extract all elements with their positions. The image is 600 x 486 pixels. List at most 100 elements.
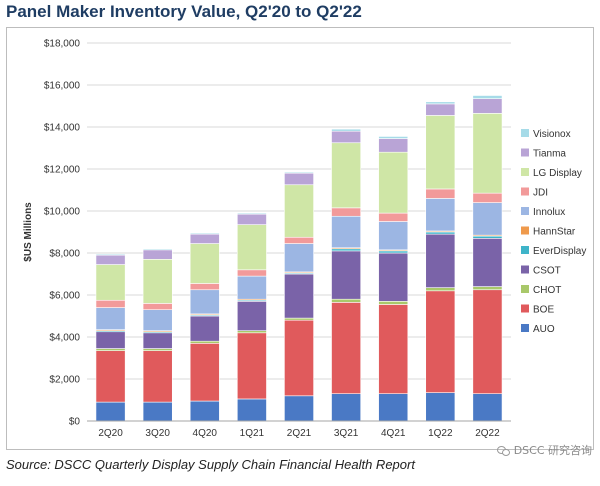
bar-segment-chot-2q22 [472,286,503,291]
bar-segment-lg-display-4q21 [378,151,409,214]
bar-segment-jdi-3q21 [331,207,362,217]
legend-swatch-chot [521,285,529,293]
y-tick-label: $6,000 [49,291,80,302]
bar-segment-csot-2q20 [95,331,126,349]
chart-frame: $0 $2,000 $4,000 $6,000 $8,000 $10,000 $12,000… [6,27,594,450]
legend-swatch-hannstar [521,226,529,235]
bar-segment-csot-1q22 [425,233,456,288]
legend-label-csot: CSOT [533,266,561,277]
bar-segment-boe-2q21 [284,319,314,397]
bar-segment-jdi-2q20 [95,299,126,308]
legend-swatch-everdisplay [521,246,529,254]
bar-segment-boe-3q20 [142,350,173,403]
bar-segment-innolux-2q21 [284,243,314,273]
bar-segment-jdi-2q22 [472,192,503,203]
bar-segment-tianma-2q22 [472,98,503,114]
legend-label-jdi: JDI [533,188,548,199]
bar-segment-chot-2q20 [95,348,126,351]
legend-swatch-tianma [521,148,529,157]
bar-segment-csot-3q21 [331,250,362,300]
bar-segment-visionox-2q21 [284,171,314,174]
bar-segment-boe-2q20 [95,350,126,403]
bar-segment-visionox-3q21 [331,128,362,132]
legend-swatch-lg-display [521,168,529,176]
watermark: DSCC 研究咨询 [496,442,592,458]
bar-segment-lg-display-1q21 [236,224,267,271]
bar-segment-visionox-1q21 [236,212,267,215]
bar-segment-chot-3q21 [331,298,362,303]
bar-segment-tianma-2q21 [284,172,314,186]
bar-segment-innolux-1q21 [236,275,267,300]
x-tick-label: 3Q20 [145,428,170,439]
bar-segment-visionox-4q20 [189,232,220,235]
bar-segment-jdi-1q22 [425,188,456,199]
bar-segment-boe-1q22 [425,290,456,393]
stacked-bar-chart: $0 $2,000 $4,000 $6,000 $8,000 $10,000 $12,000… [23,39,586,440]
bar-segment-chot-3q20 [142,348,173,351]
bar-segment-csot-2q22 [472,238,503,287]
bar-segment-visionox-4q21 [378,136,409,139]
bar-segment-innolux-2q22 [472,202,503,236]
y-tick-label: $10,000 [44,207,81,218]
bar-segment-lg-display-3q20 [142,259,173,304]
bar-segment-everdisplay-3q21 [331,248,362,252]
legend-label-tianma: Tianma [533,149,566,160]
bar-segment-auo-2q21 [284,395,314,422]
legend: Visionox Tianma LG Display JDI Innolux HannSt… [521,129,586,335]
legend-swatch-jdi [521,187,529,196]
bar-segment-tianma-1q21 [236,213,267,225]
bar-segment-auo-4q20 [189,400,220,422]
bar-segment-boe-3q21 [331,302,362,395]
bar-segment-auo-4q21 [378,393,409,422]
bars [95,95,503,422]
bar-segment-visionox-1q22 [425,101,456,105]
bar-segment-chot-1q21 [236,330,267,334]
x-tick-label: 4Q20 [193,428,218,439]
legend-label-auo: AUO [533,324,555,335]
y-tick-label: $8,000 [49,249,80,260]
bar-segment-auo-2q22 [472,393,503,422]
bar-segment-tianma-4q21 [378,138,409,153]
watermark-text: DSCC 研究咨询 [513,444,592,457]
bar-segment-auo-3q20 [142,401,173,422]
axes: $0 $2,000 $4,000 $6,000 $8,000 $10,000 $12,000… [23,39,511,439]
y-tick-label: $0 [69,417,81,428]
bar-segment-csot-4q20 [189,315,220,342]
chart-title: Panel Maker Inventory Value, Q2'20 to Q2… [6,2,362,21]
bar-segment-lg-display-2q21 [284,184,314,238]
legend-swatch-innolux [521,207,529,215]
bar-segment-visionox-2q20 [95,253,126,256]
bar-segment-tianma-3q21 [331,130,362,144]
legend-label-visionox: Visionox [533,129,571,140]
y-tick-label: $18,000 [44,39,81,50]
bar-segment-jdi-3q20 [142,303,173,310]
bar-segment-chot-1q22 [425,287,456,292]
bar-segment-auo-1q21 [236,398,267,422]
bar-segment-tianma-3q20 [142,249,173,260]
x-tick-label: 4Q21 [381,428,406,439]
x-tick-label: 3Q21 [334,428,359,439]
y-tick-label: $16,000 [44,81,81,92]
y-tick-label: $14,000 [44,123,81,134]
bar-segment-everdisplay-4q21 [378,250,409,254]
legend-swatch-auo [521,324,529,332]
bar-segment-everdisplay-1q22 [425,231,456,235]
legend-swatch-csot [521,265,529,274]
bar-segment-csot-2q21 [284,273,314,319]
bar-segment-jdi-4q21 [378,212,409,222]
legend-label-hannstar: HannStar [533,227,576,238]
bar-segment-lg-display-2q20 [95,264,126,301]
source-note: Source: DSCC Quarterly Display Supply Ch… [6,457,415,472]
bar-segment-chot-4q20 [189,340,220,344]
x-tick-label: 1Q22 [428,428,453,439]
x-tick-label: 1Q21 [240,428,265,439]
bar-segment-everdisplay-2q22 [472,235,503,239]
bar-segment-jdi-4q20 [189,283,220,291]
bar-segment-innolux-4q21 [378,221,409,251]
legend-label-chot: CHOT [533,285,561,296]
bar-segment-boe-4q21 [378,304,409,395]
bar-segment-csot-4q21 [378,252,409,302]
legend-label-innolux: Innolux [533,207,565,218]
bar-segment-auo-1q22 [425,392,456,422]
legend-label-lg-display: LG Display [533,168,582,179]
